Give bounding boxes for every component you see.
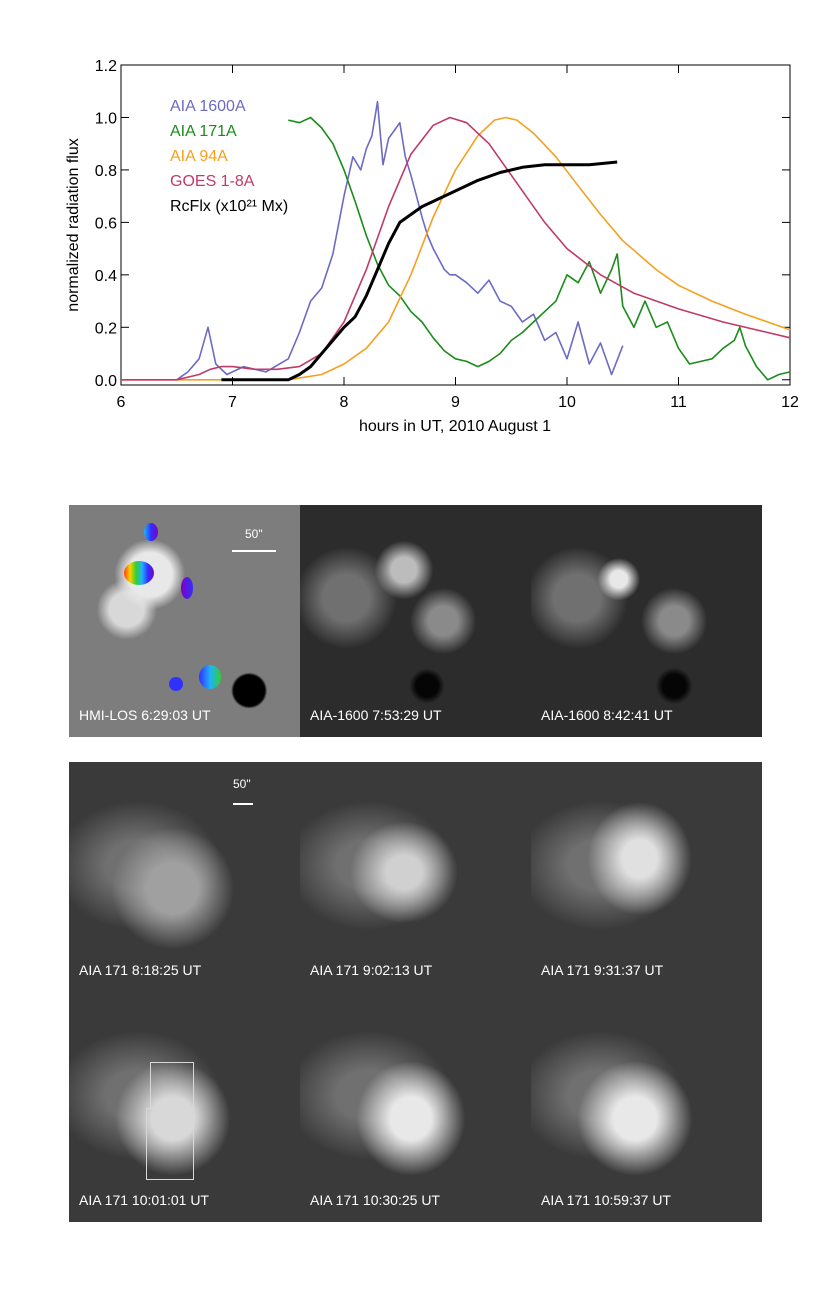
y-tick-label: 0.0 <box>95 373 117 390</box>
legend-entry: RcFlx (x10²¹ Mx) <box>170 198 288 215</box>
series-line <box>121 116 791 381</box>
hmi-color-patch <box>199 665 221 689</box>
legend-entry: GOES 1-8A <box>170 173 255 190</box>
hmi-color-patch <box>181 577 193 599</box>
y-tick-label: 1.2 <box>95 58 117 75</box>
aia1600-panel-1: AIA-1600 7:53:29 UT <box>300 505 531 737</box>
chart-legend: AIA 1600A AIA 171A AIA 94A GOES 1-8A RcFlx (… <box>170 98 288 215</box>
aia171-panel-5: AIA 171 10:30:25 UT <box>300 992 531 1222</box>
radiation-flux-chart: 6 7 8 9 10 11 12 0.0 0.2 0.4 0.6 0.8 1.0 1.2 AIA 160… <box>65 58 799 435</box>
aia171-panel-1: 50" AIA 171 8:18:25 UT <box>69 762 300 992</box>
x-tick-label: 10 <box>558 394 576 411</box>
panel-label: AIA 171 9:02:13 UT <box>310 962 433 978</box>
panel-label: AIA 171 10:30:25 UT <box>310 1192 440 1208</box>
y-tick-label: 0.8 <box>95 163 117 180</box>
series-line <box>221 160 618 382</box>
panel-label: AIA 171 10:01:01 UT <box>79 1192 209 1208</box>
legend-entry: AIA 94A <box>170 148 228 165</box>
scalebar-label: 50" <box>245 527 263 541</box>
series-line <box>121 116 791 381</box>
y-axis-ticks: 0.0 0.2 0.4 0.6 0.8 1.0 1.2 <box>95 58 790 390</box>
x-tick-label: 8 <box>340 394 349 411</box>
hmi-los-panel: 50" HMI-LOS 6:29:03 UT <box>69 505 300 737</box>
x-tick-label: 7 <box>228 394 237 411</box>
aia1600-panel-2: AIA-1600 8:42:41 UT <box>531 505 762 737</box>
x-axis-label: hours in UT, 2010 August 1 <box>359 418 551 435</box>
series-line <box>288 116 791 381</box>
y-tick-label: 0.6 <box>95 215 117 232</box>
series-line <box>176 100 624 381</box>
hmi-color-patch <box>124 561 154 585</box>
panel-label: AIA 171 9:31:37 UT <box>541 962 664 978</box>
chart-series <box>121 100 791 382</box>
x-tick-label: 6 <box>117 394 126 411</box>
panel-label: HMI-LOS 6:29:03 UT <box>79 707 211 723</box>
hmi-color-patch <box>144 523 158 541</box>
highlight-box-upper <box>150 1062 194 1109</box>
panel-label: AIA 171 8:18:25 UT <box>79 962 202 978</box>
panel-label: AIA-1600 7:53:29 UT <box>310 707 442 723</box>
y-tick-label: 0.2 <box>95 320 117 337</box>
x-tick-label: 12 <box>781 394 799 411</box>
panel-label: AIA-1600 8:42:41 UT <box>541 707 673 723</box>
x-tick-label: 11 <box>670 394 687 411</box>
aia171-panel-2: AIA 171 9:02:13 UT <box>300 762 531 992</box>
scalebar <box>232 550 276 552</box>
x-axis-ticks: 6 7 8 9 10 11 12 <box>117 65 799 411</box>
aia171-panel-4: AIA 171 10:01:01 UT <box>69 992 300 1222</box>
x-tick-label: 9 <box>451 394 460 411</box>
hmi-color-patch <box>169 677 183 691</box>
aia171-panel-3: AIA 171 9:31:37 UT <box>531 762 762 992</box>
panel-label: AIA 171 10:59:37 UT <box>541 1192 671 1208</box>
y-axis-label: normalized radiation flux <box>65 138 82 311</box>
scalebar <box>233 803 253 805</box>
scalebar-label: 50" <box>233 777 251 791</box>
y-tick-label: 1.0 <box>95 110 117 127</box>
y-tick-label: 0.4 <box>95 268 117 285</box>
legend-entry: AIA 171A <box>170 123 237 140</box>
highlight-box-lower <box>146 1108 194 1180</box>
legend-entry: AIA 1600A <box>170 98 246 115</box>
aia171-panel-6: AIA 171 10:59:37 UT <box>531 992 762 1222</box>
